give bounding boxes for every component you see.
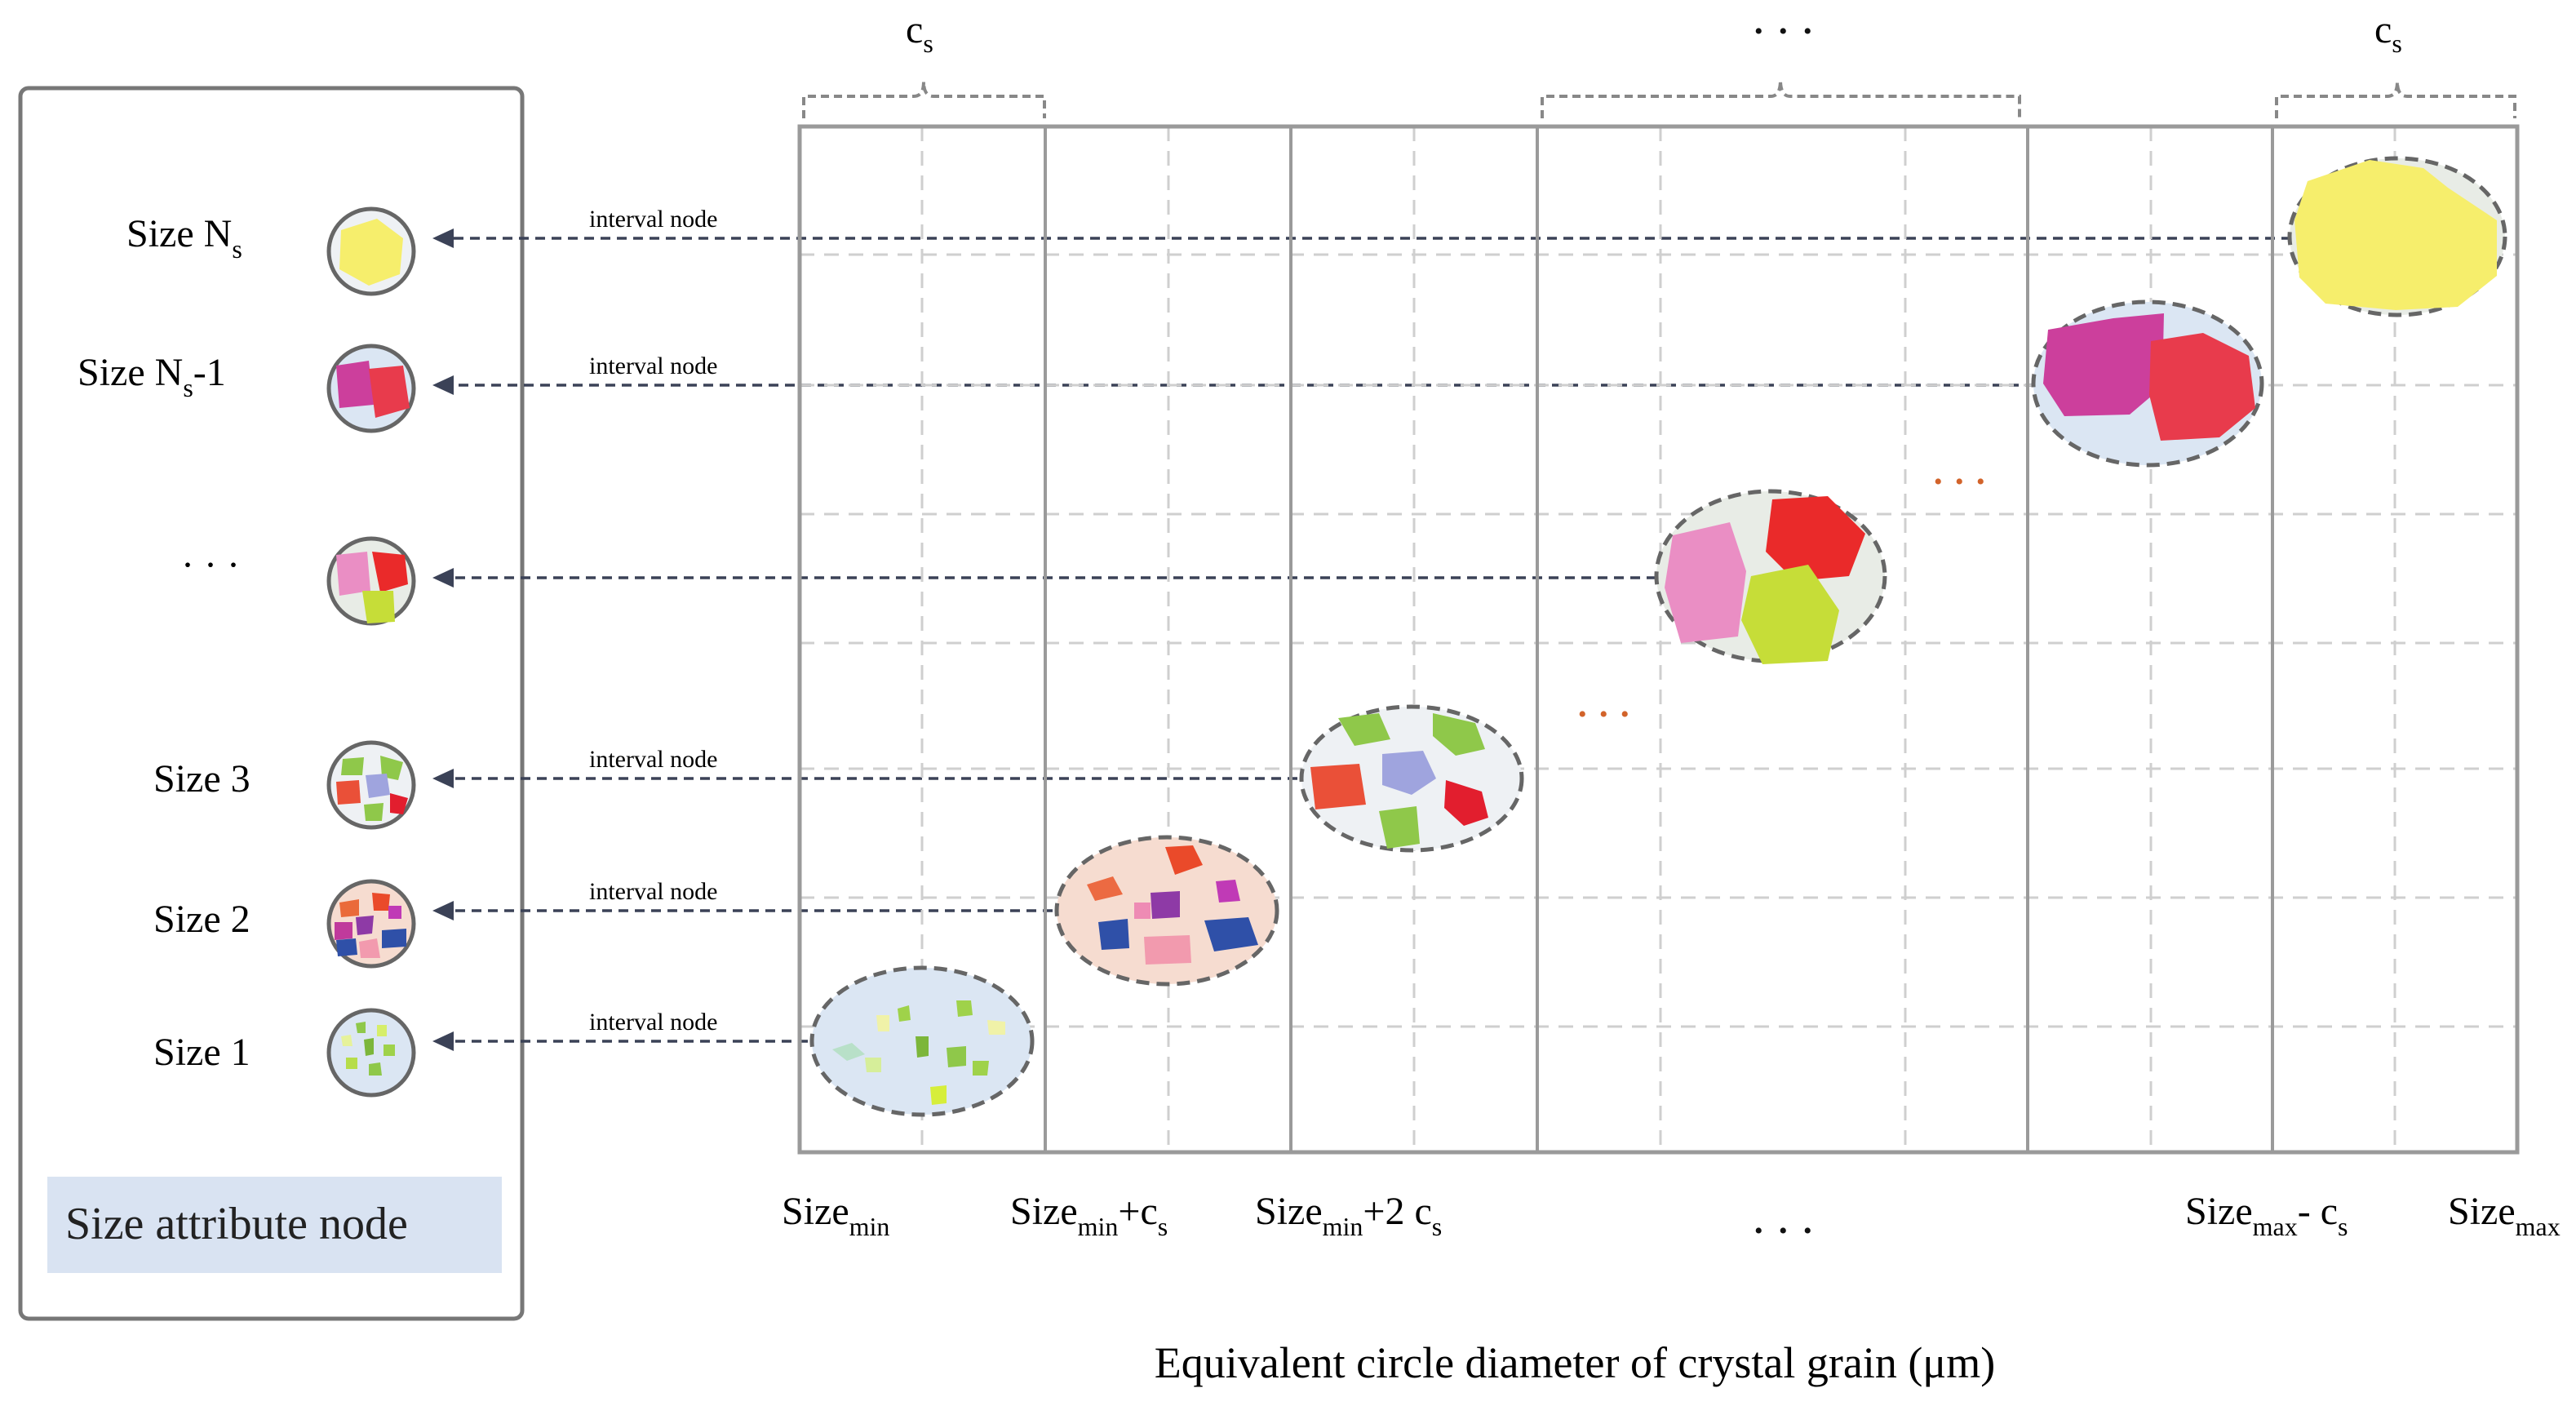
interval-node-label-2: interval node xyxy=(589,878,717,905)
cluster-size-ns xyxy=(2287,156,2507,317)
thumb-size-2 xyxy=(326,879,416,969)
thumb-size-3 xyxy=(326,740,416,830)
cluster-size-2 xyxy=(1054,835,1279,987)
thumb-size-ns xyxy=(326,206,416,296)
x-axis-title: Equivalent circle diameter of crystal gr… xyxy=(1155,1338,1996,1387)
node-label-size-ns-minus-1: Size Ns-1 xyxy=(78,351,226,402)
thumb-size-ns-minus-1 xyxy=(326,344,416,433)
size-attribute-label: Size attribute node xyxy=(65,1199,408,1249)
x-tick-size-min-plus-cs: Sizemin+cs xyxy=(1010,1190,1168,1241)
node-label-size-2: Size 2 xyxy=(153,898,251,941)
connector-size-ns xyxy=(432,228,2291,248)
top-label-ellipsis: • • • xyxy=(1754,18,1817,45)
interval-node-label-ns-1: interval node xyxy=(589,353,717,379)
interval-node-label-1: interval node xyxy=(589,1009,717,1036)
cluster-size-1 xyxy=(809,965,1035,1117)
connector-size-2 xyxy=(432,901,1053,920)
cluster-ellipsis xyxy=(1654,489,1887,664)
node-label-size-1: Size 1 xyxy=(153,1031,251,1074)
top-label-cs-left: cs xyxy=(906,8,933,58)
size-attribute-panel xyxy=(18,86,525,1321)
thumb-ellipsis xyxy=(326,536,416,626)
node-label-size-3: Size 3 xyxy=(153,757,251,801)
bracket-right xyxy=(2275,81,2516,118)
grid-area xyxy=(797,124,2520,1155)
thumb-size-1 xyxy=(326,1008,416,1098)
cluster-size-3 xyxy=(1299,704,1524,853)
x-tick-size-max: Sizemax xyxy=(2448,1190,2560,1241)
orange-ellipsis-lower: • • • xyxy=(1578,701,1633,728)
x-tick-size-min-plus-2cs: Sizemin+2 cs xyxy=(1255,1190,1442,1241)
x-tick-size-max-minus-cs: Sizemax- cs xyxy=(2185,1190,2348,1241)
x-tick-size-min: Sizemin xyxy=(782,1190,889,1241)
cluster-size-ns-minus-1 xyxy=(2031,299,2264,468)
bracket-middle xyxy=(1541,79,2021,118)
connector-size-1 xyxy=(432,1031,808,1051)
bracket-left xyxy=(802,81,1046,118)
node-label-size-ns: Size Ns xyxy=(126,212,242,264)
size-attribute-label-box xyxy=(47,1177,502,1273)
interval-node-label-3: interval node xyxy=(589,746,717,773)
top-label-cs-right: cs xyxy=(2374,8,2402,58)
interval-node-label-ns: interval node xyxy=(589,206,717,233)
orange-ellipsis-upper: • • • xyxy=(1934,468,1989,495)
connector-size-3 xyxy=(432,769,1297,788)
x-tick-ellipsis: • • • xyxy=(1754,1217,1817,1244)
node-label-ellipsis: · · · xyxy=(181,543,240,587)
